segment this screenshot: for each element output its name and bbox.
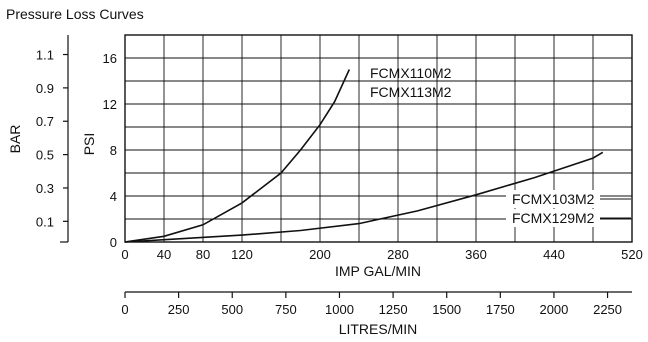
gal-tick-label: 520: [621, 247, 643, 262]
psi-tick-label: 8: [110, 143, 117, 158]
gal-tick-label: 280: [387, 247, 409, 262]
psi-tick-labels: 0 4 8 12 16: [103, 51, 117, 250]
series-line-1: [124, 69, 351, 243]
gal-tick-labels: 0 40 80 120 200 280 360 440 520: [121, 247, 642, 262]
bar-tick-label: 0.1: [36, 214, 54, 229]
series-line-2: [124, 151, 604, 243]
gal-tick-label: 40: [157, 247, 171, 262]
plot-frame: [124, 34, 633, 243]
bar-tick-label: 1.1: [36, 48, 54, 63]
psi-tick-label: 12: [103, 97, 117, 112]
series-1-label: FCMX113M2: [370, 84, 452, 100]
series-labels: FCMX110M2 FCMX113M2 FCMX103M2 FCMX129M2: [370, 65, 631, 227]
gal-tick-label: 0: [121, 247, 128, 262]
litre-tick-label: 2000: [539, 302, 568, 317]
series-2-label: FCMX103M2: [512, 191, 595, 207]
litre-tick-label: 1000: [325, 302, 354, 317]
bar-tick-label: 0.3: [36, 181, 54, 196]
chart-title: Pressure Loss Curves: [6, 6, 144, 22]
bar-tick-label: 0.9: [36, 81, 54, 96]
psi-tick-label: 4: [110, 189, 117, 204]
litre-axis: 0 250 500 750 1000 1250 1500 1750 2000 2250: [121, 291, 632, 317]
gal-tick-label: 80: [196, 247, 210, 262]
bar-axis-title: BAR: [7, 125, 23, 154]
psi-axis-title: PSI: [81, 133, 97, 156]
psi-tick-label: 16: [103, 51, 117, 66]
litre-tick-label: 1500: [432, 302, 461, 317]
series-curves: [124, 69, 604, 243]
series-1-label: FCMX110M2: [370, 65, 452, 81]
litre-tick-label: 1250: [379, 302, 408, 317]
litre-tick-label: 0: [121, 302, 128, 317]
litre-tick-label: 250: [168, 302, 190, 317]
litre-axis-title: LITRES/MIN: [339, 321, 418, 337]
gal-tick-label: 360: [465, 247, 487, 262]
litre-tick-label: 1750: [486, 302, 515, 317]
gal-tick-label: 200: [309, 247, 331, 262]
gal-tick-label: 440: [543, 247, 565, 262]
litre-tick-label: 500: [221, 302, 243, 317]
bar-tick-label: 0.5: [36, 148, 54, 163]
gal-tick-label: 120: [231, 247, 253, 262]
series-2-label-bg: [506, 190, 600, 208]
psi-tick-label: 0: [110, 235, 117, 250]
litre-tick-label: 2250: [593, 302, 622, 317]
gal-axis-title: IMP GAL/MIN: [335, 263, 421, 279]
series-2-label-bg: [506, 209, 600, 227]
series-2-label: FCMX129M2: [512, 210, 595, 226]
litre-tick-label: 750: [275, 302, 297, 317]
bar-axis: 0.1 0.3 0.5 0.7 0.9 1.1: [36, 35, 69, 243]
bar-tick-label: 0.7: [36, 114, 54, 129]
